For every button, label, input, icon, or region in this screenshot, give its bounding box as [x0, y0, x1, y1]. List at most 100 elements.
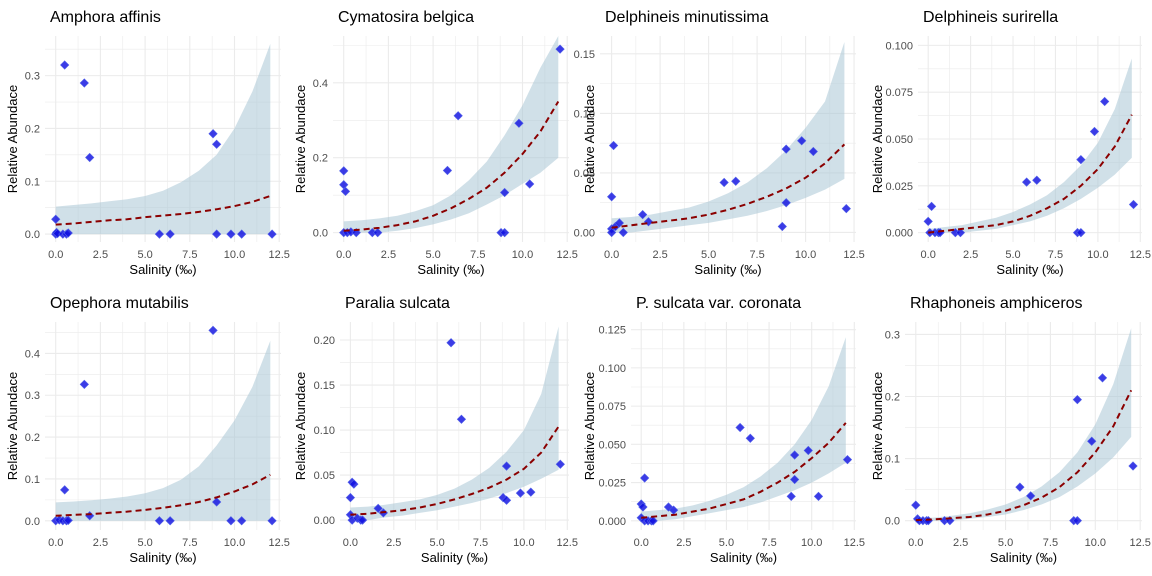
y-tick-label: 0.10	[314, 425, 335, 437]
x-axis-label: Salinity (‰)	[694, 262, 761, 277]
y-tick-label: 0.0	[25, 229, 40, 241]
data-point	[1076, 228, 1086, 238]
x-axis-label: Salinity (‰)	[417, 262, 484, 277]
x-tick-label: 10.0	[795, 249, 816, 261]
x-tick-label: 10.0	[224, 249, 245, 261]
data-point	[797, 136, 807, 146]
data-point	[514, 118, 524, 128]
data-point	[781, 144, 791, 154]
data-point	[501, 461, 512, 471]
y-tick-label: 0.000	[598, 516, 626, 528]
data-point	[1128, 199, 1139, 210]
confidence-band	[350, 326, 559, 521]
data-point	[500, 228, 510, 238]
y-tick-label: 0.2	[25, 432, 40, 444]
data-point	[526, 487, 536, 497]
y-tick-label: 0.100	[885, 40, 913, 52]
x-tick-label: 2.5	[963, 249, 978, 261]
chart-panel: 0.0 2.5 5.0 7.5 10.0 12.5 0.00 0.05 0.10 0.15 0.20…	[293, 295, 578, 565]
x-tick-label: 7.5	[749, 249, 764, 261]
fit-line	[343, 100, 560, 232]
data-point	[63, 228, 73, 238]
x-tick-label: 12.5	[844, 537, 865, 549]
y-tick-label: 0.4	[313, 78, 328, 90]
confidence-band	[928, 58, 1132, 233]
y-tick-label: 0.100	[598, 363, 626, 375]
x-tick-label: 0.0	[634, 537, 649, 549]
data-point	[500, 187, 510, 198]
y-tick-label: 0.1	[885, 454, 900, 466]
panel-title: P. sulcata var. coronata	[636, 295, 801, 312]
data-point	[1015, 482, 1025, 492]
data-point	[339, 180, 349, 190]
confidence-band	[55, 340, 271, 521]
x-tick-label: 12.5	[1129, 537, 1150, 549]
data-point	[1032, 175, 1042, 185]
data-point	[79, 78, 89, 88]
data-point	[923, 216, 933, 227]
y-tick-label: 0.050	[598, 439, 626, 451]
x-tick-label: 7.5	[182, 249, 197, 261]
data-point	[719, 177, 729, 188]
data-point	[154, 229, 165, 239]
x-tick-label: 10.0	[224, 537, 245, 549]
x-tick-label: 12.5	[557, 249, 578, 261]
confidence-band	[915, 328, 1132, 521]
x-tick-label: 5.0	[1005, 249, 1020, 261]
data-point	[212, 497, 222, 507]
fit-line	[928, 114, 1133, 234]
data-point	[446, 338, 456, 348]
data-point	[911, 500, 921, 510]
data-point	[813, 491, 824, 501]
panel-title: Cymatosira belgica	[338, 9, 474, 26]
data-point	[955, 228, 966, 238]
data-point	[638, 209, 648, 220]
data-point	[1089, 126, 1100, 137]
fit-line	[611, 143, 846, 229]
chart-panel: 0.0 2.5 5.0 7.5 10.0 12.5 0.0 0.1 0.2 0.3 0.4 Opeph…	[5, 295, 290, 565]
data-point	[790, 474, 800, 485]
x-tick-label: 12.5	[557, 537, 578, 549]
data-point	[808, 146, 818, 157]
data-point	[208, 325, 218, 335]
y-tick-label: 0.2	[313, 153, 328, 165]
y-tick-label: 0.000	[885, 228, 913, 240]
x-tick-label: 2.5	[93, 249, 108, 261]
data-point	[357, 515, 368, 525]
data-point	[618, 227, 628, 238]
y-tick-label: 0.00	[314, 515, 335, 527]
fit-line	[55, 473, 271, 517]
panel-title: Paralia sulcata	[345, 295, 450, 312]
x-tick-label: 10.0	[512, 249, 533, 261]
y-tick-label: 0.025	[598, 478, 626, 490]
y-tick-label: 0.20	[314, 335, 335, 347]
chart-panel: 0.0 2.5 5.0 7.5 10.0 12.5 0.0 0.1 0.2 0.3 Rhaphone…	[870, 295, 1151, 565]
x-tick-label: 0.0	[343, 537, 358, 549]
data-point	[614, 218, 625, 228]
y-axis-label: Relative Abundace	[293, 372, 308, 480]
data-point	[926, 201, 937, 212]
y-tick-label: 0.15	[574, 49, 595, 61]
chart-panel: 0.0 2.5 5.0 7.5 10.0 12.5 0.0 0.2 0.4 Cymatosira …	[293, 9, 578, 277]
x-tick-label: 2.5	[93, 537, 108, 549]
data-point	[555, 44, 565, 54]
data-point	[267, 516, 277, 526]
data-point	[786, 491, 796, 501]
x-axis-label: Salinity (‰)	[710, 550, 777, 565]
y-tick-label: 0.00	[574, 227, 595, 239]
data-point	[501, 495, 512, 505]
x-tick-label: 2.5	[676, 537, 691, 549]
x-axis-label: Salinity (‰)	[996, 262, 1063, 277]
data-point	[607, 192, 617, 202]
y-tick-label: 0.05	[574, 168, 595, 180]
x-tick-label: 7.5	[470, 249, 485, 261]
data-point	[453, 111, 463, 121]
x-tick-label: 5.0	[998, 537, 1013, 549]
data-point	[803, 445, 813, 456]
data-point	[79, 379, 89, 389]
y-axis-label: Relative Abundace	[5, 85, 20, 193]
data-point	[456, 414, 467, 424]
data-point	[212, 139, 222, 149]
data-point	[349, 479, 359, 489]
